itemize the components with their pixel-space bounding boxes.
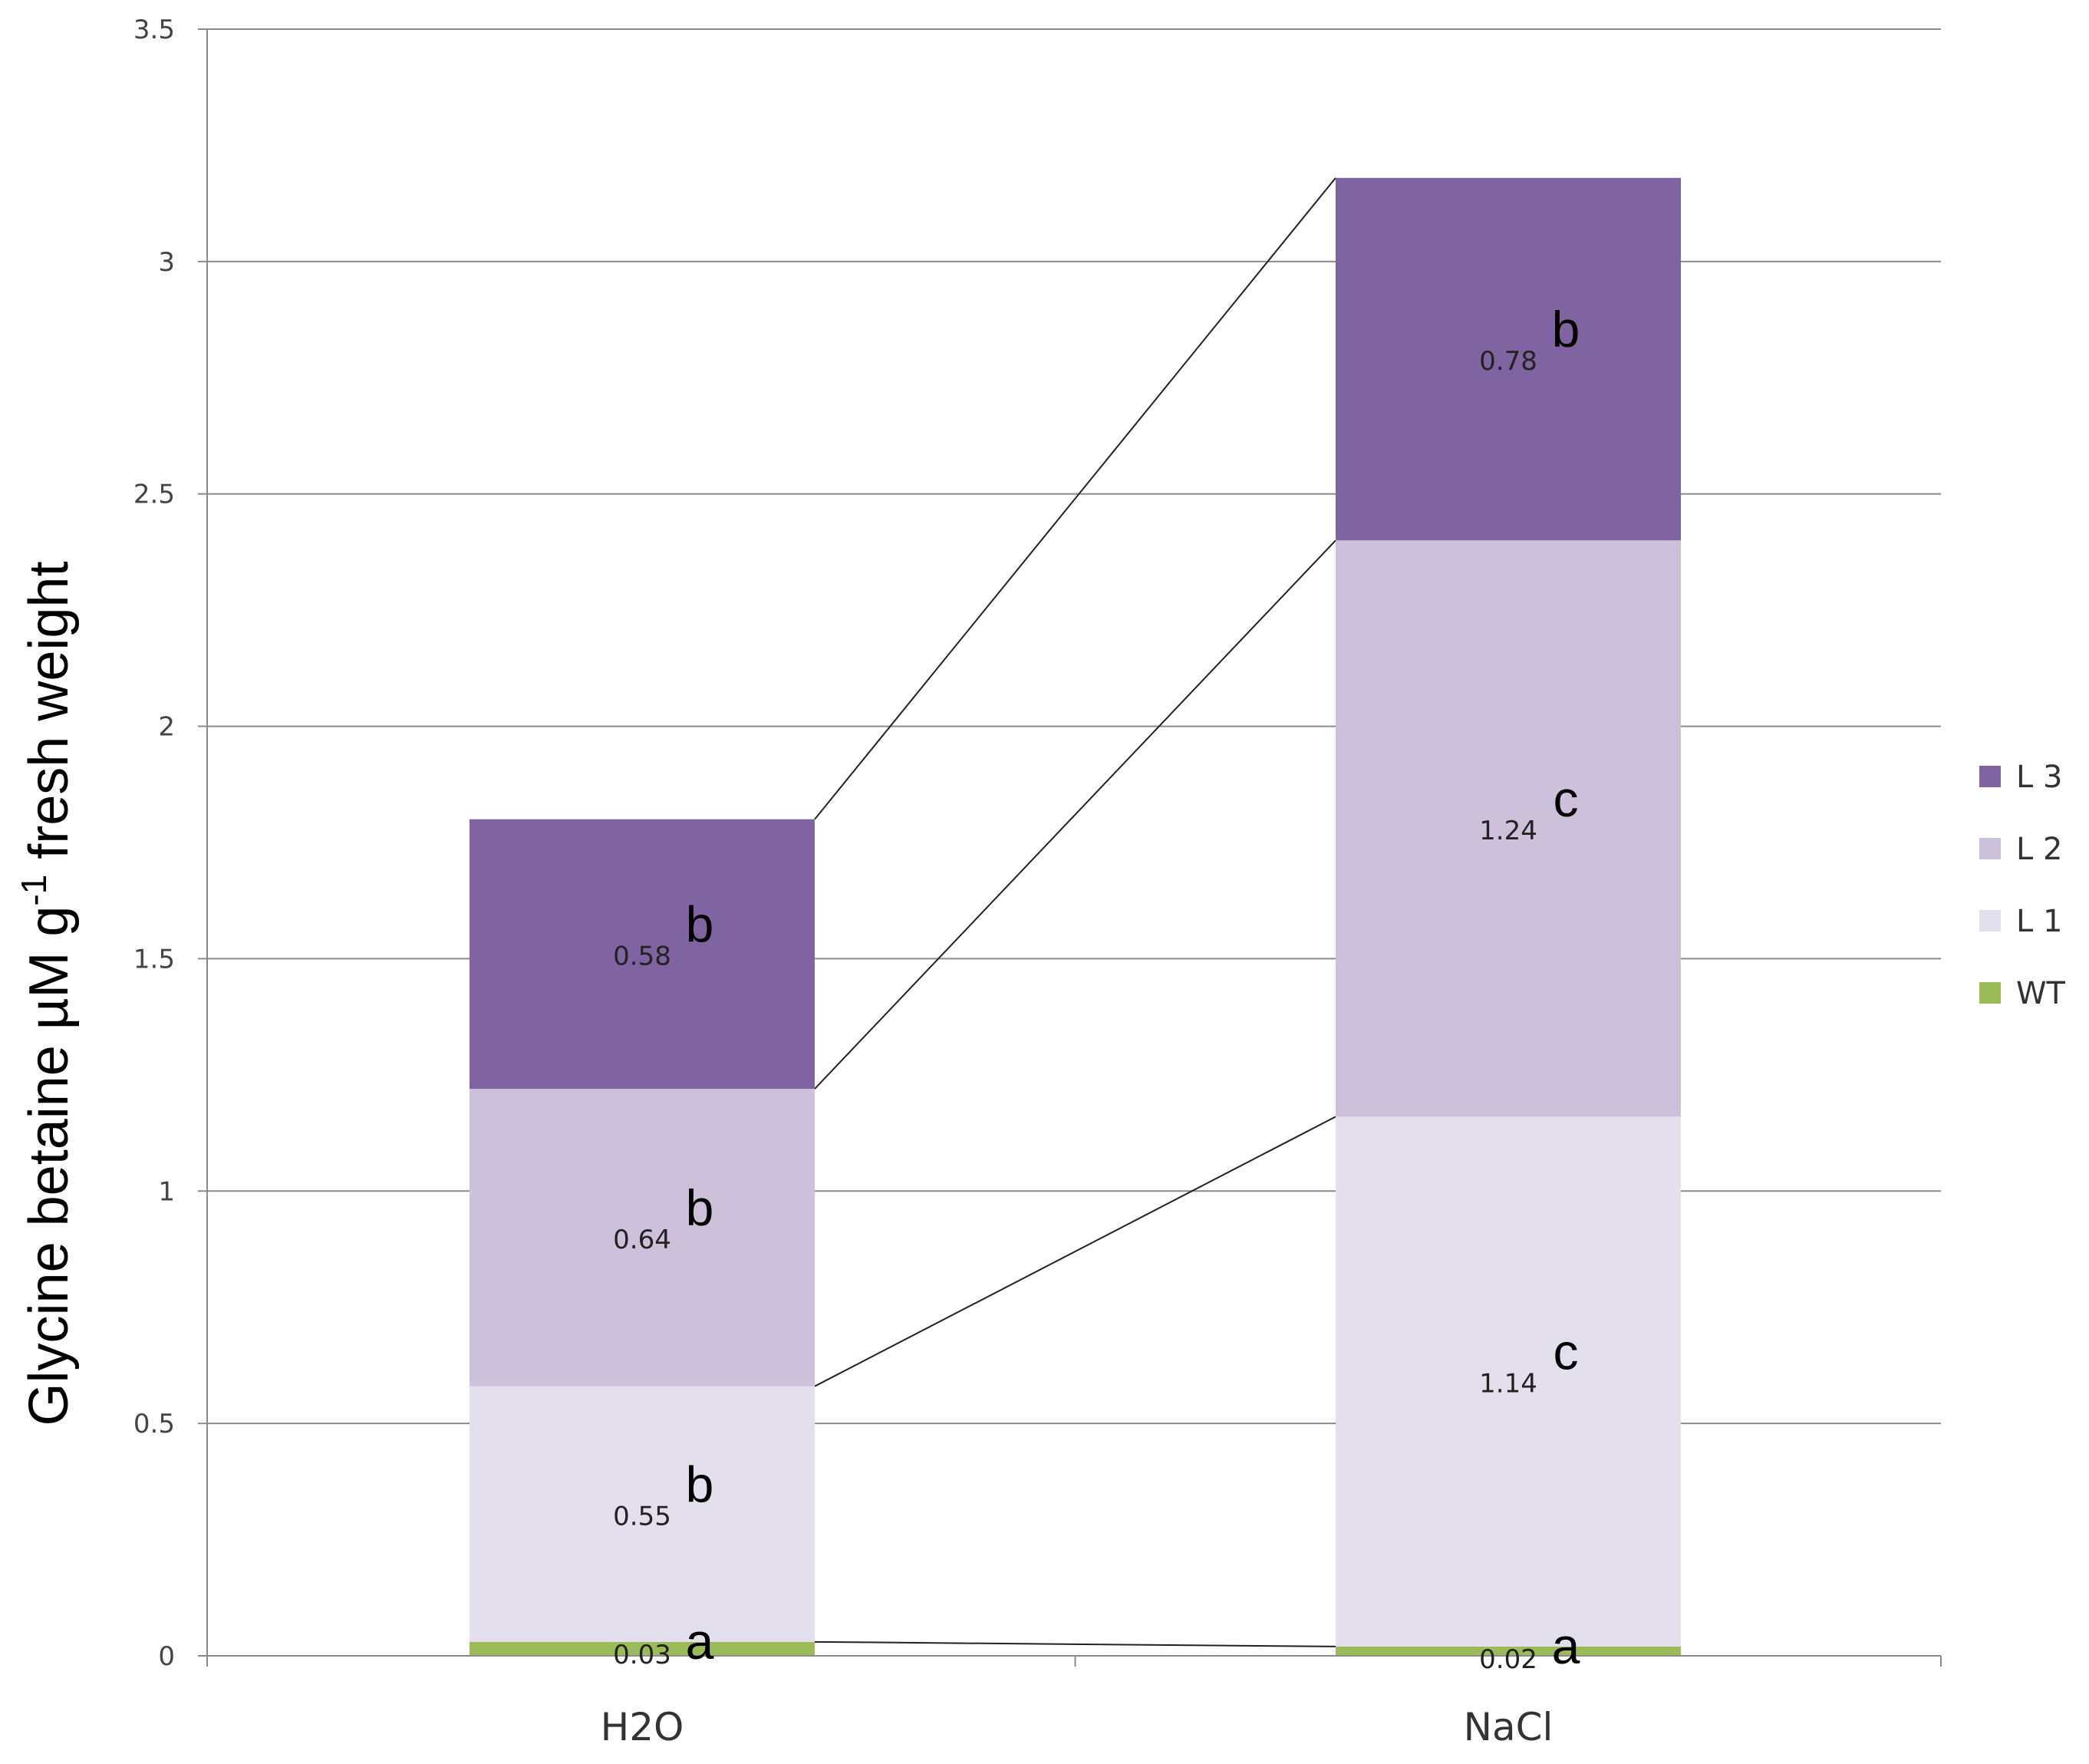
data-label: 0.03 [613,1640,671,1670]
significance-letter: b [686,895,714,952]
bar-segment [470,819,815,1090]
bar-segment [470,1386,815,1642]
bar-segment [470,1641,815,1656]
legend-label: L 1 [2016,904,2062,939]
series-lines [814,177,1336,1647]
data-label: 0.02 [1479,1644,1537,1675]
legend-swatch [1979,838,2001,859]
series-line [814,539,1336,1090]
data-label: 1.14 [1479,1369,1537,1400]
data-label: 0.78 [1479,346,1537,377]
significance-letter: a [1552,1617,1580,1674]
x-tick-label: H2O [601,1705,684,1749]
data-label: 0.64 [613,1225,671,1255]
bar-segment [1336,1646,1681,1656]
y-tick-label: 2 [158,712,175,743]
bars [470,177,1681,1656]
legend-swatch [1979,766,2001,787]
significance-letter: c [1554,770,1579,827]
legend-swatch [1979,910,2001,931]
bar-segment [470,1089,815,1386]
y-tick-label: 1.5 [133,944,175,974]
bar-segment [1336,1116,1681,1647]
legend-label: WT [2016,976,2066,1011]
series-line [814,177,1336,820]
y-axis-label-superscript: -1 [14,875,54,906]
x-tick-label: NaCl [1464,1705,1554,1749]
bar-segment [1336,540,1681,1117]
axes: 0 0.5 1 1.5 2 2.5 3 3.5 H2O NaCl [133,15,1942,1749]
legend: L 3 L 2 L 1 WT [1979,760,2066,1011]
significance-letter: c [1554,1324,1579,1380]
y-axis-label-main: Glycine betaine µM g [18,906,80,1426]
y-tick-label: 1 [158,1176,175,1207]
legend-label: L 2 [2016,832,2062,867]
significance-letter: b [1552,301,1580,358]
series-line [814,1640,1336,1647]
legend-swatch [1979,982,2001,1004]
y-axis-label-tail: fresh weight [18,562,80,875]
data-label: 0.55 [613,1501,671,1532]
y-tick-label: 0.5 [133,1409,175,1439]
data-labels: 0.03 a 0.55 b 0.64 b 0.58 b 0.02 a 1.14 c 1.24 c 0.78 b [613,301,1580,1675]
y-axis-label: Glycine betaine µM g-1 fresh weight [14,562,80,1426]
y-tick-label: 3.5 [133,15,175,45]
y-tick-label: 0 [158,1641,175,1672]
significance-letter: b [686,1179,714,1236]
bar-segment [1336,177,1681,541]
legend-label: L 3 [2016,760,2062,795]
data-label: 0.58 [613,941,671,971]
significance-letter: b [686,1456,714,1512]
y-tick-label: 2.5 [133,480,175,510]
significance-letter: a [686,1613,714,1670]
series-line [814,1116,1336,1387]
data-label: 1.24 [1479,816,1537,846]
y-tick-label: 3 [158,247,175,278]
